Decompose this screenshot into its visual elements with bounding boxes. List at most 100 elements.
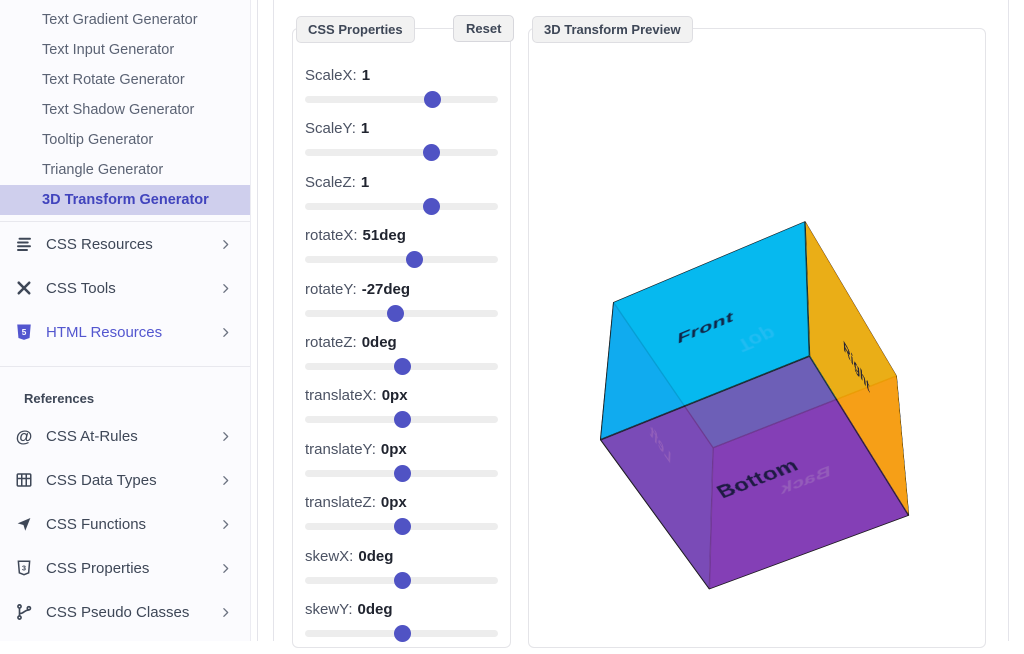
sidebar-item-css-properties[interactable]: 3 CSS Properties bbox=[0, 546, 250, 590]
sidebar-divider bbox=[0, 366, 250, 367]
slider-scaley-track[interactable] bbox=[305, 144, 498, 162]
sidebar-item-label: Text Input Generator bbox=[42, 42, 175, 58]
slider-property-name: rotateZ: bbox=[305, 333, 357, 351]
slider-property-name: rotateY: bbox=[305, 280, 357, 298]
sidebar-item-text-rotate-generator[interactable]: Text Rotate Generator bbox=[0, 65, 250, 95]
slider-rotatez: rotateZ: 0deg bbox=[305, 334, 498, 387]
sidebar-item-label: CSS Resources bbox=[46, 235, 153, 253]
slider-skewx-track[interactable] bbox=[305, 571, 498, 589]
slider-translatez-track[interactable] bbox=[305, 518, 498, 536]
slider-value: 1 bbox=[361, 67, 371, 84]
reset-button[interactable]: Reset bbox=[453, 15, 515, 42]
slider-label: translateY: 0px bbox=[305, 441, 498, 458]
slider-label: translateX: 0px bbox=[305, 387, 498, 404]
slider-label: rotateX: 51deg bbox=[305, 227, 498, 244]
sidebar-item-3d-transform-generator[interactable]: 3D Transform Generator bbox=[0, 185, 250, 215]
preview-panel-title: 3D Transform Preview bbox=[532, 16, 693, 43]
sidebar-item-label: Text Rotate Generator bbox=[42, 72, 185, 88]
slider-rotatez-track[interactable] bbox=[305, 357, 498, 375]
slider-skewx-thumb[interactable] bbox=[393, 571, 411, 589]
chevron-right-icon bbox=[218, 517, 232, 531]
slider-value: 1 bbox=[360, 173, 370, 191]
slider-translatex-thumb[interactable] bbox=[393, 411, 411, 429]
slider-scaley: ScaleY: 1 bbox=[305, 120, 498, 173]
slider-rotatey: rotateY: -27deg bbox=[305, 281, 498, 334]
slider-rotatex-track[interactable] bbox=[305, 251, 498, 269]
slider-scalex-thumb[interactable] bbox=[423, 91, 441, 108]
slider-property-name: translateZ: bbox=[305, 494, 376, 512]
slider-property-name: ScaleZ: bbox=[305, 173, 356, 191]
slider-scalez: ScaleZ: 1 bbox=[305, 174, 498, 227]
chevron-right-icon bbox=[218, 429, 232, 443]
content-left-rule bbox=[273, 0, 274, 641]
sidebar-item-text-gradient-generator[interactable]: Text Gradient Generator bbox=[0, 5, 250, 35]
sidebar-item-text-shadow-generator[interactable]: Text Shadow Generator bbox=[0, 95, 250, 125]
slider-value: 0px bbox=[380, 440, 407, 458]
chevron-right-icon bbox=[218, 325, 232, 339]
references-heading: References bbox=[24, 391, 95, 406]
slider-translatex-track[interactable] bbox=[305, 411, 498, 429]
chevron-right-icon bbox=[218, 561, 232, 575]
sidebar-item-css-data-types[interactable]: CSS Data Types bbox=[0, 458, 250, 502]
slider-label: ScaleZ: 1 bbox=[305, 174, 498, 191]
sidebar-item-css-resources[interactable]: CSS Resources bbox=[0, 222, 250, 266]
group-list: CSS Resources CSS Tools 5 HTML Resources bbox=[0, 222, 250, 354]
sidebar: Text Gradient Generator Text Input Genera… bbox=[0, 0, 251, 641]
slider-rotatez-thumb[interactable] bbox=[393, 357, 411, 375]
css-properties-panel-title: CSS Properties bbox=[296, 16, 415, 43]
svg-text:3: 3 bbox=[22, 564, 26, 573]
slider-skewy-track[interactable] bbox=[305, 624, 498, 642]
slider-rotatey-thumb[interactable] bbox=[386, 304, 404, 322]
sidebar-item-label: CSS Pseudo Classes bbox=[46, 603, 190, 621]
content-right-rule bbox=[1008, 0, 1009, 641]
send-icon bbox=[14, 514, 34, 534]
slider-scaley-thumb[interactable] bbox=[422, 144, 440, 162]
slider-scalex-track[interactable] bbox=[305, 91, 498, 108]
list-lines-icon bbox=[14, 234, 34, 254]
slider-property-name: translateY: bbox=[305, 440, 376, 458]
slider-skewy: skewY: 0deg bbox=[305, 601, 498, 654]
sidebar-scroll-rule bbox=[257, 0, 258, 641]
slider-scalez-thumb[interactable] bbox=[422, 197, 440, 215]
slider-label: rotateZ: 0deg bbox=[305, 334, 498, 351]
cube-scene: FrontBackRightLeftTopBottom bbox=[599, 221, 910, 590]
sidebar-item-label: CSS Data Types bbox=[46, 471, 157, 489]
sidebar-item-css-pseudo-classes[interactable]: CSS Pseudo Classes bbox=[0, 590, 250, 634]
slider-label: skewX: 0deg bbox=[305, 548, 498, 565]
sidebar-item-css-tools[interactable]: CSS Tools bbox=[0, 266, 250, 310]
slider-skewx: skewX: 0deg bbox=[305, 548, 498, 601]
slider-value: 0px bbox=[380, 494, 407, 512]
slider-rotatey-track[interactable] bbox=[305, 304, 498, 322]
sidebar-item-html-resources[interactable]: 5 HTML Resources bbox=[0, 310, 250, 354]
css3-icon: 3 bbox=[14, 558, 34, 578]
slider-value: 51deg bbox=[362, 227, 406, 245]
at-icon: @ bbox=[15, 426, 33, 446]
slider-scalez-track[interactable] bbox=[305, 197, 498, 215]
preview-panel: FrontBackRightLeftTopBottom bbox=[528, 28, 986, 648]
sidebar-item-css-at-rules[interactable]: @ CSS At-Rules bbox=[0, 414, 250, 458]
sidebar-item-triangle-generator[interactable]: Triangle Generator bbox=[0, 155, 250, 185]
slider-translatez-thumb[interactable] bbox=[393, 518, 411, 536]
branch-icon bbox=[14, 602, 34, 622]
slider-translatey-track[interactable] bbox=[305, 464, 498, 482]
slider-value: 0deg bbox=[361, 333, 397, 351]
slider-rotatex: rotateX: 51deg bbox=[305, 227, 498, 280]
slider-label: ScaleY: 1 bbox=[305, 120, 498, 137]
sidebar-item-text-input-generator[interactable]: Text Input Generator bbox=[0, 35, 250, 65]
sidebar-item-tooltip-generator[interactable]: Tooltip Generator bbox=[0, 125, 250, 155]
slider-label: rotateY: -27deg bbox=[305, 281, 498, 298]
sidebar-item-css-functions[interactable]: CSS Functions bbox=[0, 502, 250, 546]
css-properties-panel: ScaleX: 1 ScaleY: 1 ScaleZ: 1 rotateX: 51deg rot… bbox=[292, 28, 511, 648]
slider-value: 0deg bbox=[357, 600, 393, 618]
sidebar-item-label: CSS Functions bbox=[46, 515, 147, 533]
slider-label: translateZ: 0px bbox=[305, 494, 498, 511]
slider-translatez: translateZ: 0px bbox=[305, 494, 498, 547]
slider-translatey-thumb[interactable] bbox=[393, 464, 411, 482]
slider-property-name: rotateX: bbox=[305, 227, 358, 245]
slider-scalex: ScaleX: 1 bbox=[305, 67, 498, 120]
sidebar-item-label: CSS At-Rules bbox=[46, 427, 138, 445]
slider-rotatex-thumb[interactable] bbox=[405, 251, 423, 269]
slider-skewy-thumb[interactable] bbox=[393, 624, 411, 642]
generator-list: Text Gradient Generator Text Input Genera… bbox=[0, 0, 250, 215]
references-list: @ CSS At-Rules CSS Data Types CSS Functions… bbox=[0, 414, 250, 634]
